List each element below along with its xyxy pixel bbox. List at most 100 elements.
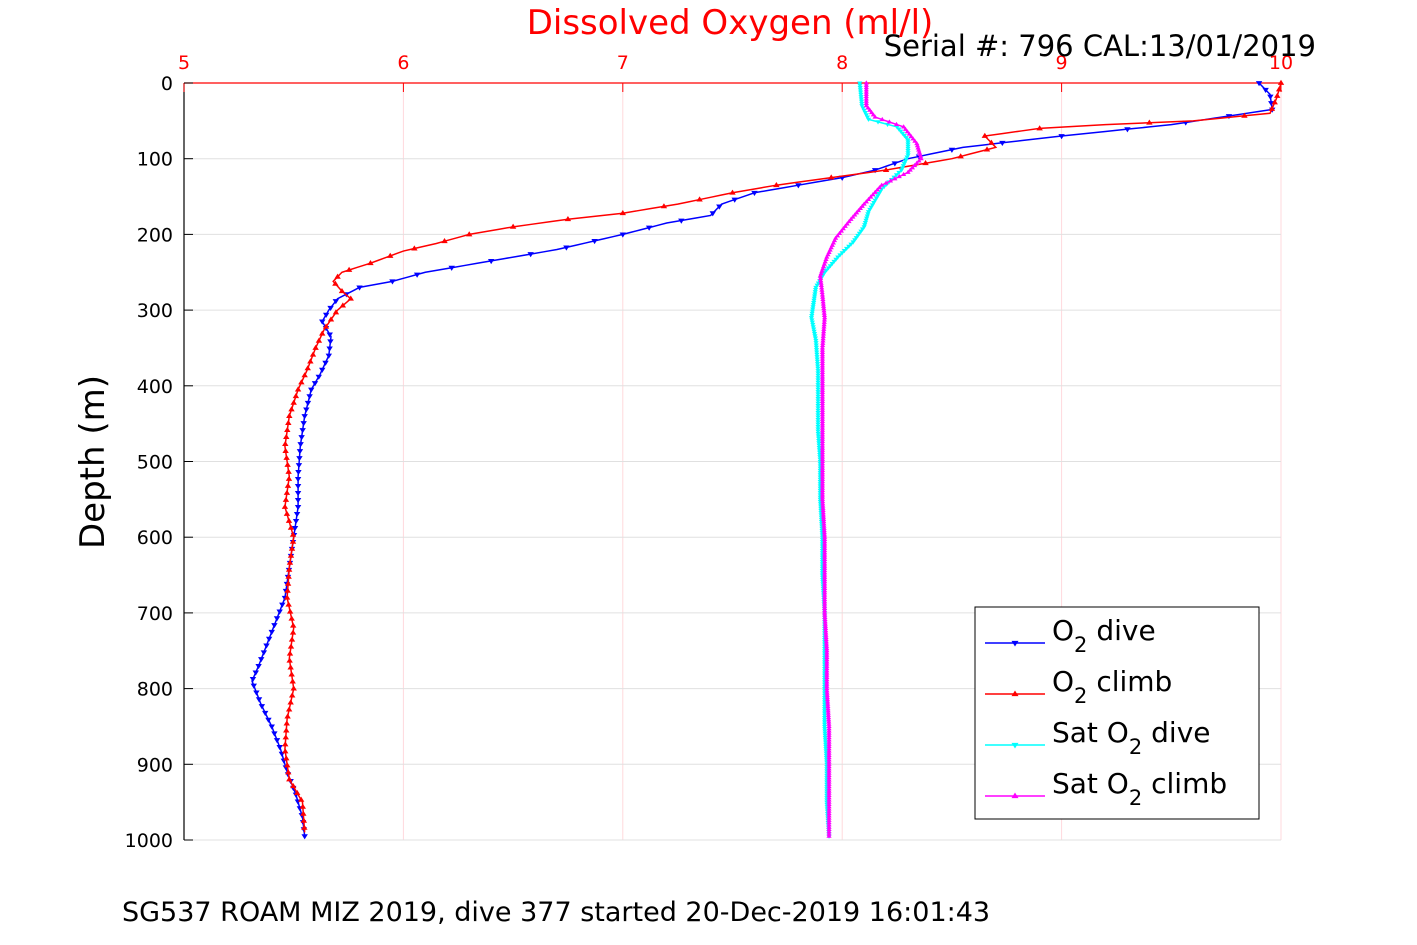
data-point [287, 699, 294, 705]
data-point [255, 663, 262, 670]
data-point [822, 733, 828, 738]
data-point [808, 316, 815, 321]
data-point [841, 249, 847, 254]
data-point [821, 317, 828, 322]
data-point [315, 337, 323, 343]
data-point [857, 81, 863, 86]
data-point [826, 801, 832, 806]
data-point [821, 312, 828, 317]
data-point [863, 82, 869, 87]
data-point [283, 489, 291, 495]
data-point [819, 354, 826, 359]
data-point [822, 570, 828, 575]
data-point [883, 180, 889, 185]
data-point [820, 266, 826, 271]
data-point [814, 355, 820, 360]
data-point [819, 481, 826, 486]
data-point [295, 470, 302, 476]
data-point [896, 170, 902, 176]
data-point [822, 727, 828, 732]
data-point [858, 95, 864, 100]
data-point [826, 788, 832, 793]
y-tick-label: 0 [161, 73, 173, 95]
data-point [823, 634, 829, 639]
data-point [823, 630, 829, 635]
data-point [822, 702, 828, 707]
data-point [822, 585, 828, 590]
data-point [904, 155, 910, 160]
data-point [836, 230, 843, 236]
series-layer [249, 79, 1285, 840]
data-point [822, 559, 828, 564]
data-point [824, 650, 830, 655]
data-point [819, 494, 826, 499]
data-point [339, 302, 347, 308]
data-point [286, 608, 294, 614]
data-point [820, 503, 826, 508]
data-point [678, 218, 685, 224]
data-point [822, 722, 828, 727]
data-point [821, 261, 827, 266]
data-point [821, 308, 827, 313]
data-point [822, 625, 829, 631]
data-point [905, 138, 911, 143]
data-point [815, 364, 821, 369]
data-point [487, 258, 495, 265]
data-point [858, 90, 864, 95]
data-point [826, 768, 832, 773]
data-point [312, 344, 319, 350]
data-point [901, 162, 907, 167]
data-point [819, 474, 826, 479]
data-point [822, 601, 828, 606]
data-point [875, 120, 881, 125]
data-point [823, 744, 829, 750]
data-point [824, 683, 830, 688]
data-point [822, 574, 828, 579]
data-point [319, 319, 326, 325]
data-point [819, 358, 826, 363]
data-point [826, 831, 832, 836]
data-point [819, 498, 826, 504]
data-point [276, 609, 283, 615]
data-point [823, 256, 829, 262]
data-point [284, 587, 291, 593]
data-point [822, 541, 828, 546]
data-point [988, 139, 995, 145]
data-point [826, 730, 832, 735]
data-point [819, 349, 826, 354]
data-point [299, 803, 307, 809]
data-point [819, 352, 826, 357]
data-point [294, 386, 302, 392]
data-point [288, 636, 296, 642]
data-point [829, 262, 835, 267]
data-point [820, 343, 826, 348]
data-point [285, 601, 292, 607]
data-point [848, 242, 854, 247]
data-point [827, 264, 833, 269]
data-point [861, 225, 867, 230]
data-point [819, 360, 826, 366]
data-point [810, 303, 816, 308]
data-point [819, 463, 826, 468]
data-point [825, 712, 831, 717]
data-point [815, 387, 821, 392]
data-point [865, 212, 871, 217]
data-point [837, 253, 843, 258]
data-point [839, 251, 845, 256]
data-point [819, 487, 826, 493]
data-point [297, 442, 304, 448]
data-point [819, 389, 826, 395]
data-point [822, 565, 828, 570]
data-point [822, 583, 828, 588]
data-point [842, 223, 848, 228]
data-point [872, 114, 878, 119]
data-point [286, 776, 293, 782]
data-point [821, 305, 827, 311]
data-point [289, 678, 296, 684]
data-point [859, 104, 865, 109]
data-point [819, 347, 826, 352]
data-point [298, 435, 305, 441]
data-point [294, 498, 302, 504]
data-point [387, 252, 394, 258]
data-point [903, 136, 909, 141]
